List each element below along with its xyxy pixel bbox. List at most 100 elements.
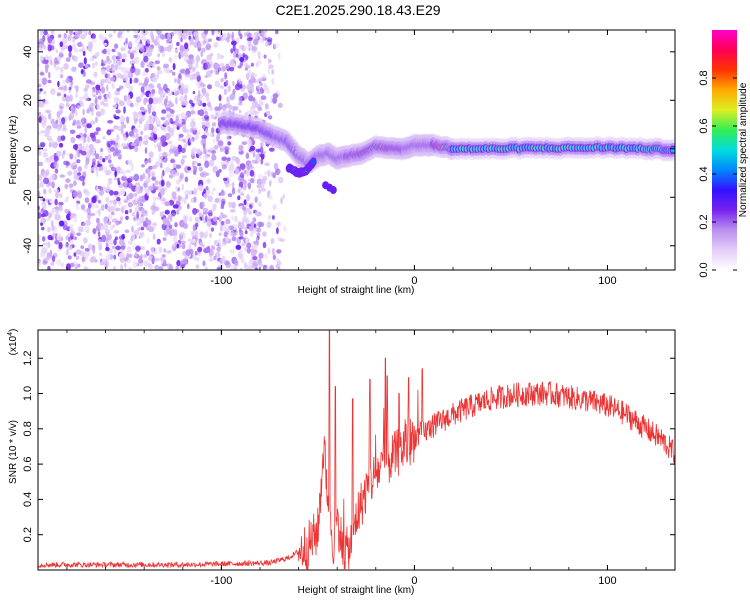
- spectrogram-noise-blob: [264, 103, 269, 110]
- spectrogram-noise-blob: [194, 250, 198, 256]
- spectrogram-noise-blob: [121, 58, 126, 63]
- spectrogram-noise-blob: [192, 160, 198, 165]
- spectrogram-noise-blob: [216, 56, 221, 60]
- colorbar-tick-label: 0.2: [698, 214, 710, 229]
- spectrogram-noise-blob: [162, 237, 167, 242]
- spectrogram-noise-blob: [226, 36, 230, 43]
- spectrogram-noise-blob: [43, 45, 46, 51]
- spectrogram-noise-blob: [59, 174, 66, 178]
- spectrogram-noise-blob: [157, 53, 161, 58]
- spectrogram-noise-blob: [180, 158, 185, 165]
- spectrogram-noise-blob: [140, 86, 145, 93]
- spectrogram-secondary-trace-point: [311, 159, 316, 165]
- spectrogram-noise-blob: [177, 144, 183, 153]
- spectrogram-noise-blob: [108, 159, 112, 164]
- spectrogram-noise-blob: [114, 90, 117, 95]
- spectrogram-noise-blob: [48, 212, 52, 219]
- spectrogram-noise-blob: [115, 109, 121, 114]
- spectrogram-noise-blob: [267, 247, 271, 255]
- spectrogram-noise-blob: [48, 71, 51, 79]
- spectrogram-noise-blob: [268, 64, 274, 69]
- spectrogram-noise-blob: [187, 203, 190, 210]
- spectrogram-noise-blob: [271, 78, 275, 86]
- spectrogram-noise-blob: [74, 109, 78, 117]
- spectrogram-noise-blob: [51, 261, 54, 266]
- spectrogram-noise-blob: [90, 106, 94, 112]
- spectrogram-noise-blob: [72, 161, 77, 166]
- spectrogram-noise-blob: [98, 33, 104, 40]
- spectrogram-noise-blob: [195, 61, 199, 68]
- spectrogram-noise-blob: [65, 178, 71, 184]
- spectrogram-noise-blob: [211, 30, 215, 36]
- spectrogram-noise-blob: [273, 162, 279, 171]
- spectrogram-noise-blob: [134, 68, 141, 76]
- spectrogram-x-label: Height of straight line (km): [298, 285, 415, 296]
- spectrogram-noise-blob: [56, 92, 62, 97]
- spectrogram-noise-blob: [263, 83, 268, 91]
- spectrogram-noise-blob: [140, 33, 146, 41]
- spectrogram-noise-blob: [239, 56, 245, 63]
- snr-y-scale-label: (x10: [8, 335, 19, 355]
- spectrogram-noise-blob: [151, 62, 156, 68]
- spectrogram-noise-blob: [149, 61, 153, 66]
- spectrogram-noise-blob: [223, 223, 228, 229]
- spectrogram-y-tick-label: 40: [22, 46, 34, 58]
- spectrogram-noise-blob: [125, 37, 128, 44]
- spectrogram-noise-blob: [54, 168, 59, 174]
- spectrogram-noise-blob: [203, 114, 210, 120]
- spectrogram-noise-blob: [150, 246, 155, 253]
- spectrogram-noise-blob: [82, 50, 86, 56]
- spectrogram-noise-blob: [84, 64, 89, 69]
- spectrogram-noise-blob: [111, 199, 116, 204]
- spectrogram-noise-blob: [276, 227, 279, 235]
- spectrogram-noise-blob: [227, 141, 232, 146]
- spectrogram-noise-blob: [133, 34, 138, 39]
- spectrogram-noise-blob: [91, 38, 98, 43]
- spectrogram-noise-blob: [231, 236, 237, 242]
- spectrogram-noise-blob: [131, 50, 137, 54]
- spectrogram-noise-blob: [148, 93, 154, 99]
- spectrogram-noise-blob: [154, 257, 160, 262]
- spectrogram-noise-blob: [106, 55, 110, 62]
- spectrogram-noise-blob: [189, 138, 194, 143]
- spectrogram-noise-blob: [86, 123, 92, 129]
- spectrogram-noise-blob: [74, 85, 79, 89]
- spectrogram-noise-blob: [57, 135, 62, 143]
- spectrogram-noise-blob: [241, 242, 246, 247]
- spectrogram-noise-blob: [224, 260, 230, 266]
- spectrogram-noise-blob: [111, 48, 116, 53]
- spectrogram-noise-blob: [92, 94, 96, 98]
- spectrogram-noise-blob: [213, 255, 217, 261]
- spectrogram-noise-blob: [204, 192, 208, 200]
- spectrogram-noise-blob: [57, 34, 62, 38]
- spectrogram-noise-blob: [195, 264, 200, 269]
- spectrogram-noise-blob: [237, 102, 243, 106]
- spectrogram-noise-blob: [204, 61, 211, 70]
- spectrogram-noise-blob: [64, 84, 67, 92]
- spectrogram-noise-blob: [245, 265, 250, 270]
- spectrogram-noise-blob: [189, 216, 192, 223]
- spectrogram-noise-blob: [65, 57, 71, 62]
- spectrogram-noise-blob: [140, 208, 146, 215]
- spectrogram-noise-blob: [175, 96, 178, 105]
- spectrogram-noise-blob: [180, 240, 186, 245]
- spectrogram-noise-blob: [134, 45, 140, 51]
- spectrogram-noise-blob: [271, 69, 275, 75]
- spectrogram-noise-blob: [64, 208, 70, 214]
- spectrogram-noise-blob: [41, 226, 45, 231]
- spectrogram-noise-blob: [212, 215, 218, 222]
- spectrogram-noise-blob: [110, 63, 115, 68]
- spectrogram-noise-blob: [42, 198, 46, 202]
- spectrogram-noise-blob: [86, 108, 90, 112]
- spectrogram-noise-blob: [195, 256, 200, 262]
- spectrogram-noise-blob: [75, 206, 80, 210]
- spectrogram-noise-blob: [245, 152, 250, 160]
- spectrogram-noise-blob: [198, 90, 201, 97]
- spectrogram-noise-blob: [102, 48, 107, 55]
- spectrogram-noise-blob: [154, 60, 160, 65]
- spectrogram-noise-blob: [144, 78, 149, 86]
- spectrogram-noise-blob: [267, 57, 271, 65]
- spectrogram-noise-blob: [49, 198, 53, 204]
- spectrogram-noise-blob: [184, 94, 188, 101]
- spectrogram-noise-blob: [95, 153, 100, 160]
